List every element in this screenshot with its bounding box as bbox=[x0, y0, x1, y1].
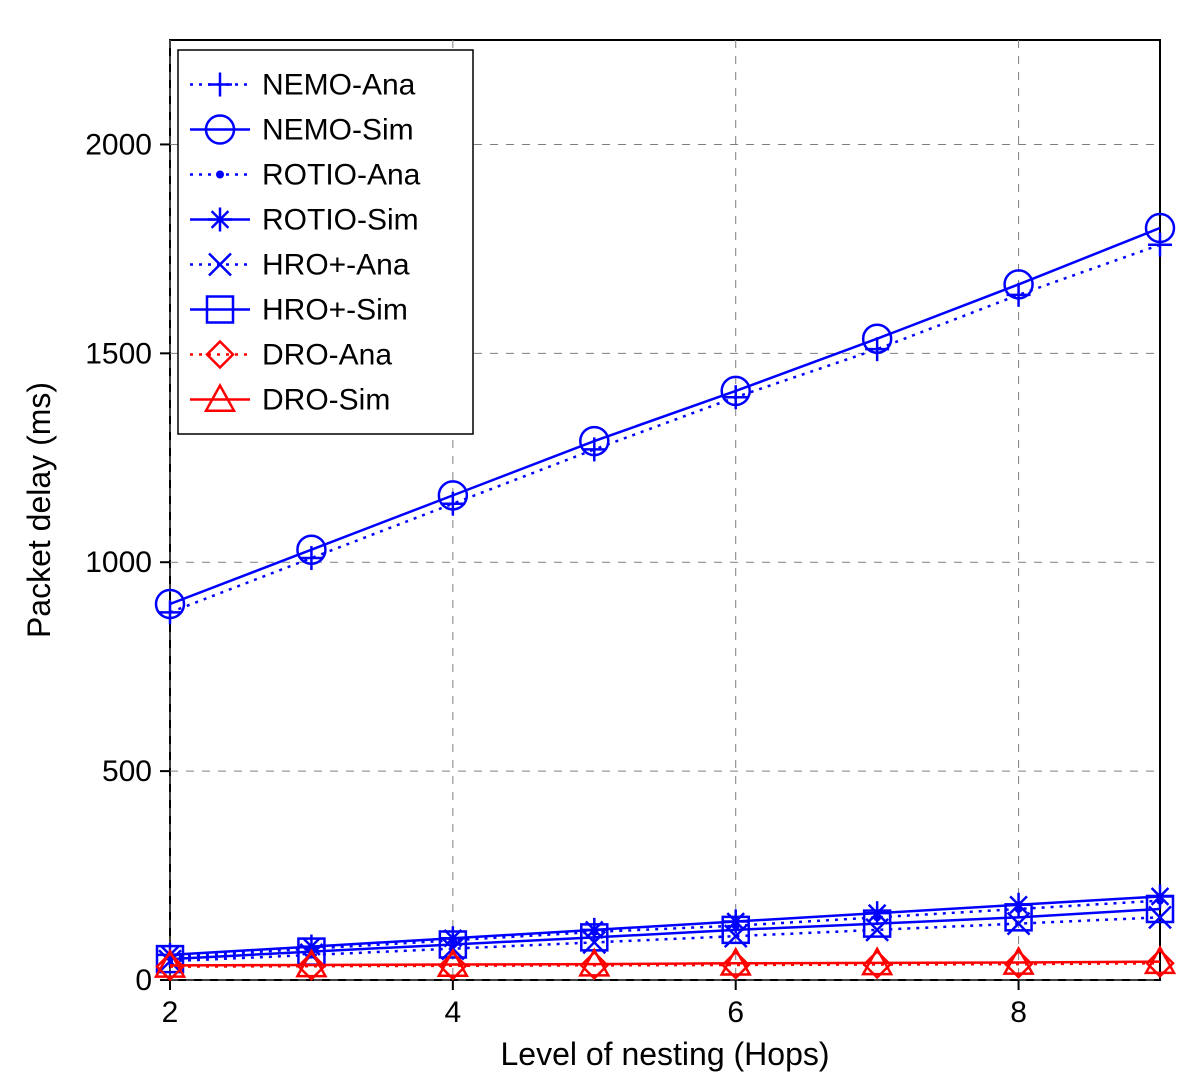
legend: NEMO-Ana NEMO-Sim ROTIO-Ana ROTIO-Sim HRO+-A… bbox=[178, 50, 473, 434]
legend-label: HRO+-Ana bbox=[262, 249, 410, 282]
svg-text:1000: 1000 bbox=[85, 546, 152, 579]
svg-text:1500: 1500 bbox=[85, 337, 152, 370]
legend-label: DRO-Ana bbox=[262, 339, 392, 372]
svg-text:500: 500 bbox=[102, 755, 152, 788]
legend-label: NEMO-Ana bbox=[262, 69, 416, 102]
svg-text:8: 8 bbox=[1010, 996, 1027, 1029]
legend-label: NEMO-Sim bbox=[262, 114, 414, 147]
svg-text:0: 0 bbox=[135, 964, 152, 997]
svg-text:6: 6 bbox=[727, 996, 744, 1029]
legend-label: ROTIO-Ana bbox=[262, 159, 421, 192]
svg-text:2: 2 bbox=[162, 996, 179, 1029]
legend-label: ROTIO-Sim bbox=[262, 204, 419, 237]
svg-text:Level of nesting (Hops): Level of nesting (Hops) bbox=[500, 1036, 829, 1072]
svg-text:2000: 2000 bbox=[85, 128, 152, 161]
legend-label: HRO+-Sim bbox=[262, 294, 408, 327]
legend-label: DRO-Sim bbox=[262, 384, 390, 417]
svg-text:4: 4 bbox=[445, 996, 462, 1029]
svg-text:Packet delay (ms): Packet delay (ms) bbox=[21, 382, 57, 638]
chart-svg: 2 4 6 8 0 500 1000 1500 2000 Level of nesting (Ho… bbox=[0, 0, 1200, 1083]
packet-delay-chart: 2 4 6 8 0 500 1000 1500 2000 Level of nesting (Ho… bbox=[0, 0, 1200, 1083]
